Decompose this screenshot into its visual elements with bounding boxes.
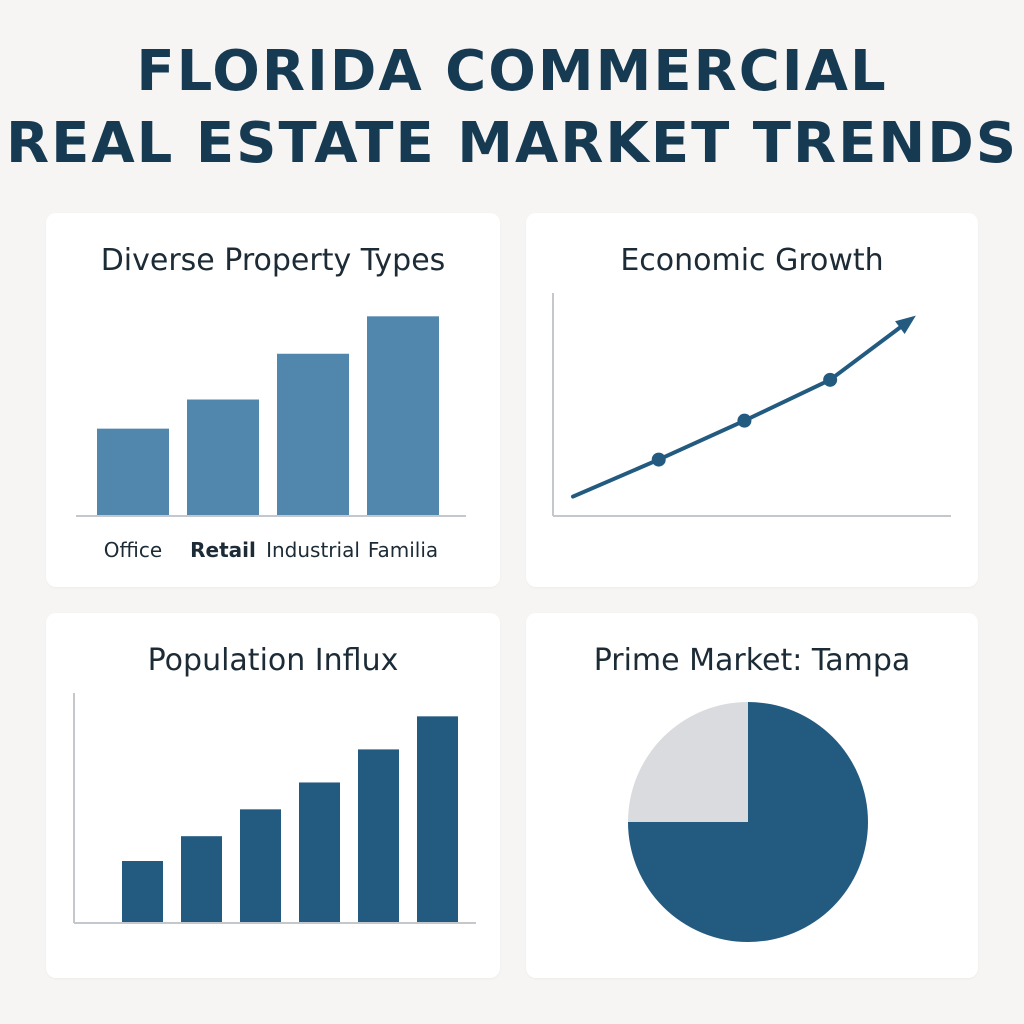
category-label-3: Familia (368, 538, 438, 562)
bar-3 (299, 782, 340, 923)
prime-market-pie-chart (628, 702, 868, 942)
category-label-2: Industrial (266, 538, 360, 562)
bar-0 (122, 861, 163, 923)
economic-growth-title: Economic Growth (620, 243, 884, 278)
property-types-chart: Office Retail Industrial Familia (76, 316, 466, 562)
bar-2 (240, 809, 281, 923)
growth-arrowhead (895, 315, 916, 335)
property-types-title: Diverse Property Types (100, 243, 446, 278)
bar-0 (97, 428, 169, 516)
growth-line (571, 322, 907, 499)
economic-growth-card: Economic Growth (526, 213, 978, 587)
page-title-line-1: FLORIDA COMMERCIAL (136, 39, 888, 104)
bar-1 (187, 399, 259, 516)
bar-3 (367, 316, 439, 516)
economic-growth-chart (552, 293, 951, 517)
page-title-line-2: REAL ESTATE MARKET TRENDS (5, 111, 1019, 176)
category-label-0: Office (104, 538, 162, 562)
population-influx-title: Population Influx (147, 643, 399, 678)
data-point-3 (823, 372, 838, 387)
prime-market-card: Prime Market: Tampa (526, 613, 978, 978)
prime-market-title: Prime Market: Tampa (593, 643, 911, 678)
data-point-1 (651, 452, 666, 467)
category-label-1: Retail (190, 538, 256, 562)
bar-1 (181, 836, 222, 923)
property-types-card: Diverse Property Types Office Retail Indus… (46, 213, 500, 587)
bar-2 (277, 353, 349, 516)
population-influx-chart (73, 693, 476, 924)
population-influx-card: Population Influx (46, 613, 500, 978)
bar-4 (358, 749, 399, 923)
pie-slice-other (628, 702, 748, 822)
bar-5 (417, 716, 458, 923)
data-point-2 (737, 413, 752, 428)
